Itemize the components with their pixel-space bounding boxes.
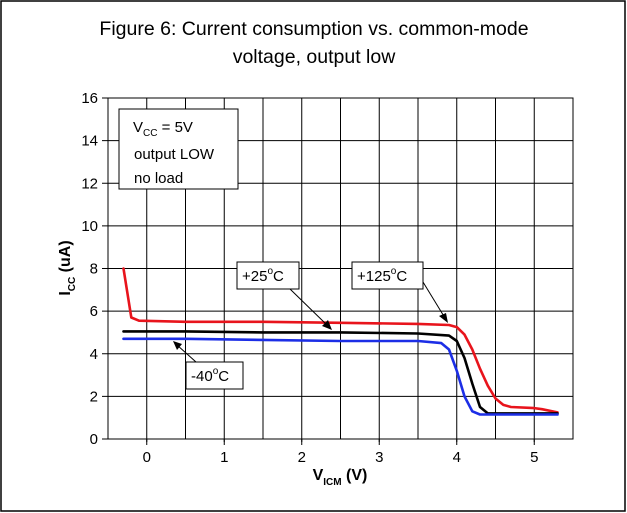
x-tick-labels: 0 1 2 3 4 5 [143, 449, 539, 466]
condition-vcc: VCC = 5V [133, 119, 193, 139]
plot-frame [107, 97, 574, 440]
series-label-125c-pointer [422, 281, 446, 319]
series-label-25c-text: +25oC [242, 266, 284, 285]
y-tick-label: 2 [90, 388, 98, 405]
y-axis-label: ICC (uA) [57, 240, 78, 295]
series-line-125c [122, 267, 559, 414]
y-tick-label: 16 [81, 90, 98, 107]
x-axis-label: VICM (V) [313, 467, 368, 488]
series-label-125c-text: +125oC [357, 266, 407, 285]
x-tick-label: 4 [453, 449, 461, 466]
series-lines [122, 267, 559, 416]
series-label-25c-pointer [289, 288, 329, 327]
y-tick-label: 10 [81, 218, 98, 235]
y-tick-label: 14 [81, 133, 98, 150]
conditions-box: VCC = 5V output LOW no load [118, 108, 239, 190]
x-tick-label: 3 [375, 449, 383, 466]
chart-title-line-2: voltage, output low [233, 46, 397, 68]
series-label-minus40c: -40oC [173, 341, 244, 390]
series-label-25c: +25oC [236, 261, 332, 330]
series-label-minus40c-pointer [176, 344, 197, 363]
conditions-box-frame [118, 108, 239, 190]
series-label-125c: +125oC [351, 261, 448, 323]
x-tick-label: 2 [298, 449, 306, 466]
x-tick-label: 5 [530, 449, 538, 466]
x-tick-label: 1 [220, 449, 228, 466]
condition-load: no load [134, 170, 183, 187]
axis-ticks [102, 97, 535, 445]
chart-title-line-1: Figure 6: Current consumption vs. common… [99, 18, 528, 40]
series-label-25c-arrowhead [322, 320, 332, 330]
series-label-25c-box [236, 261, 300, 290]
series-label-minus40c-text: -40oC [191, 366, 229, 385]
x-tick-label: 0 [143, 449, 151, 466]
y-tick-label: 12 [81, 175, 98, 192]
y-tick-labels: 0 2 4 6 8 10 12 14 16 [81, 90, 98, 448]
series-label-minus40c-arrowhead [173, 341, 182, 350]
condition-output: output LOW [134, 146, 215, 163]
series-label-125c-arrowhead [439, 313, 448, 323]
series-label-minus40c-box [185, 361, 244, 390]
y-tick-label: 8 [90, 261, 98, 278]
y-tick-label: 4 [90, 346, 98, 363]
y-tick-label: 0 [90, 431, 98, 448]
series-label-125c-box [351, 261, 424, 290]
y-tick-label: 6 [90, 303, 98, 320]
series-line-minus40c [122, 337, 559, 416]
